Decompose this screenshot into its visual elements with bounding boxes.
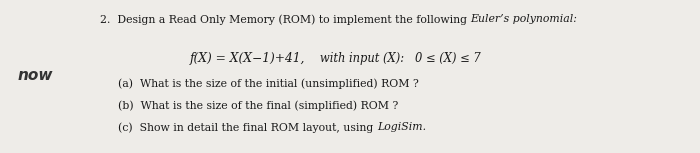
Text: (c)  Show in detail the final ROM layout, using: (c) Show in detail the final ROM layout,… — [118, 122, 377, 132]
Text: now: now — [18, 68, 53, 83]
Text: (b)  What is the size of the final (simplified) ROM ?: (b) What is the size of the final (simpl… — [118, 100, 398, 111]
Text: Euler’s polynomial:: Euler’s polynomial: — [470, 14, 578, 24]
Text: with input (X):   0 ≤ (X) ≤ 7: with input (X): 0 ≤ (X) ≤ 7 — [309, 52, 481, 65]
Text: (a)  What is the size of the initial (unsimplified) ROM ?: (a) What is the size of the initial (uns… — [118, 78, 419, 89]
Text: f(X) = X(X−1)+41,: f(X) = X(X−1)+41, — [190, 52, 305, 65]
Text: LogiSim.: LogiSim. — [377, 122, 426, 132]
Text: 2.  Design a Read Only Memory (ROM) to implement the following: 2. Design a Read Only Memory (ROM) to im… — [100, 14, 470, 25]
